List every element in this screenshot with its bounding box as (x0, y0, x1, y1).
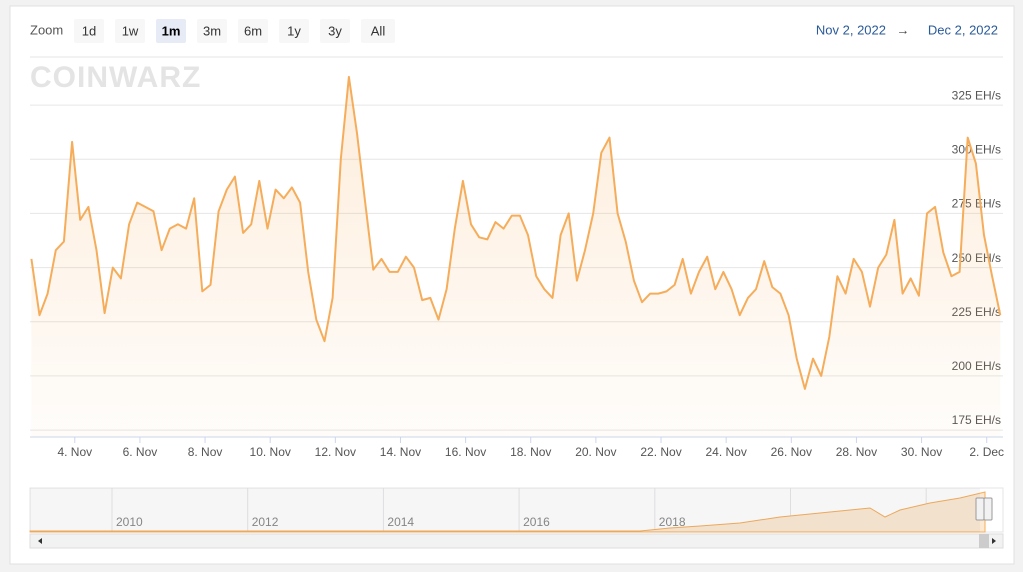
zoom-button[interactable]: 1y (279, 19, 309, 43)
x-tick-label: 14. Nov (380, 445, 421, 459)
zoom-buttons: 1d 1w 1m 3m 6m 1y 3y All (74, 19, 395, 43)
scroll-left[interactable] (38, 538, 42, 544)
button-bg[interactable] (156, 19, 186, 43)
navigator-handle[interactable] (975, 497, 985, 521)
plot-area: 175 EH/s200 EH/s225 EH/s250 EH/s275 EH/s… (30, 56, 1004, 459)
range-to[interactable]: Dec 2, 2022 (928, 22, 998, 37)
y-tick-label: 325 EH/s (952, 88, 1001, 102)
x-tick-label: 28. Nov (836, 445, 877, 459)
zoom-button[interactable]: 3m (197, 19, 227, 43)
navigator-label: 2016 (523, 515, 550, 529)
button-bg[interactable] (197, 19, 227, 43)
x-tick-label: 20. Nov (575, 445, 616, 459)
area-fill (31, 76, 1001, 438)
range-arrow: → (897, 22, 910, 37)
button-bg[interactable] (115, 19, 145, 43)
scroll-right[interactable] (992, 538, 996, 544)
button-label[interactable]: 6m (244, 23, 262, 38)
x-tick-label: 24. Nov (705, 445, 746, 459)
zoom-button[interactable]: 1m (156, 19, 186, 43)
button-label[interactable]: 1d (82, 23, 96, 38)
button-label[interactable]: 3y (328, 23, 342, 38)
button-bg[interactable] (320, 19, 350, 43)
navigator-label: 2010 (116, 515, 143, 529)
x-tick-label: 8. Nov (188, 445, 223, 459)
button-label[interactable]: 1y (287, 23, 301, 38)
button-label[interactable]: 3m (203, 23, 221, 38)
x-tick-label: 6. Nov (123, 445, 158, 459)
navigator-mask (30, 488, 980, 532)
range-from[interactable]: Nov 2, 2022 (816, 22, 886, 37)
x-tick-label: 22. Nov (640, 445, 681, 459)
zoom-button[interactable]: 1w (115, 19, 145, 43)
button-label[interactable]: 1m (162, 23, 181, 38)
button-bg[interactable] (238, 19, 268, 43)
x-tick-label: 26. Nov (771, 445, 812, 459)
zoom-label: Zoom (30, 22, 63, 37)
zoom-button[interactable]: 1d (74, 19, 104, 43)
x-tick-label: 4. Nov (57, 445, 92, 459)
navigator-label: 2018 (659, 515, 686, 529)
button-label[interactable]: All (371, 23, 386, 38)
button-bg[interactable] (361, 19, 395, 43)
watermark: COINWARZ (30, 61, 201, 94)
zoom-button[interactable]: 3y (320, 19, 350, 43)
x-tick-label: 12. Nov (315, 445, 356, 459)
zoom-button[interactable]: All (361, 19, 395, 43)
scrollbar[interactable] (29, 533, 1004, 549)
navigator-label: 2014 (387, 515, 414, 529)
navigator-handle[interactable] (983, 497, 993, 521)
button-bg[interactable] (74, 19, 104, 43)
x-tick-label: 16. Nov (445, 445, 486, 459)
x-tick-label: 2. Dec (969, 445, 1004, 459)
x-tick-label: 10. Nov (250, 445, 291, 459)
navigator-label: 2012 (252, 515, 279, 529)
button-label[interactable]: 1w (122, 23, 139, 38)
series-line (30, 75, 1002, 390)
button-bg[interactable] (279, 19, 309, 43)
zoom-button[interactable]: 6m (238, 19, 268, 43)
x-tick-label: 30. Nov (901, 445, 942, 459)
y-tick-label: 300 EH/s (952, 142, 1001, 156)
x-tick-label: 18. Nov (510, 445, 551, 459)
scrollbar-thumb[interactable] (979, 534, 989, 548)
